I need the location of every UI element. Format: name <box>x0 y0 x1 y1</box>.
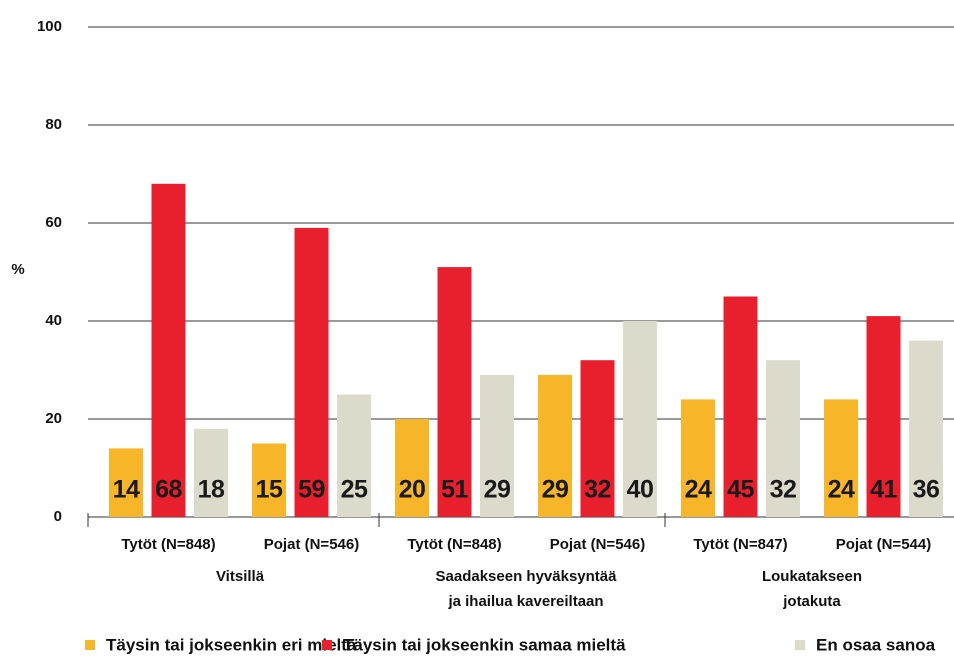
data-label: 15 <box>256 476 283 504</box>
x-tick-label: Tytöt (N=848) <box>407 536 501 553</box>
data-label: 18 <box>198 476 225 504</box>
bar <box>824 399 858 517</box>
data-label: 25 <box>341 476 368 504</box>
bar <box>395 419 429 517</box>
bar <box>681 399 715 517</box>
group-label: jotakuta <box>782 593 841 610</box>
bar <box>866 316 901 517</box>
legend-label: Täysin tai jokseenkin samaa mieltä <box>343 635 626 654</box>
legend-label: En osaa sanoa <box>816 635 936 654</box>
bar <box>909 340 943 517</box>
x-tick-label: Pojat (N=546) <box>550 536 645 553</box>
legend-swatch <box>85 640 95 650</box>
y-tick-label: 0 <box>54 508 62 525</box>
data-label: 51 <box>441 476 468 504</box>
data-label: 40 <box>627 476 654 504</box>
x-tick-label: Pojat (N=544) <box>836 536 931 553</box>
bar <box>294 227 329 517</box>
data-label: 24 <box>828 476 855 504</box>
group-label: ja ihailua kavereiltaan <box>447 593 603 610</box>
group-label: Loukatakseen <box>762 568 862 585</box>
bar <box>194 428 228 517</box>
bar <box>723 296 758 517</box>
data-label: 45 <box>727 476 754 504</box>
y-tick-label: 100 <box>37 18 62 35</box>
bar <box>580 360 615 517</box>
y-tick-label: 60 <box>45 214 62 231</box>
bar <box>109 448 143 517</box>
x-tick-label: Tytöt (N=848) <box>121 536 215 553</box>
data-label: 20 <box>399 476 426 504</box>
data-label: 59 <box>298 476 325 504</box>
data-label: 29 <box>484 476 511 504</box>
data-label: 14 <box>113 476 140 504</box>
y-tick-label: 40 <box>45 312 62 329</box>
bar <box>252 443 286 517</box>
x-tick-label: Tytöt (N=847) <box>693 536 787 553</box>
data-label: 68 <box>155 476 182 504</box>
y-tick-label: 80 <box>45 116 62 133</box>
x-tick-label: Pojat (N=546) <box>264 536 359 553</box>
data-label: 32 <box>770 476 797 504</box>
data-label: 36 <box>913 476 940 504</box>
group-label: Vitsillä <box>216 568 265 585</box>
group-label: Saadakseen hyväksyntää <box>436 568 618 585</box>
bar <box>538 374 572 517</box>
bar <box>151 183 186 518</box>
bar <box>437 267 472 517</box>
bar <box>766 360 800 517</box>
data-label: 29 <box>542 476 569 504</box>
legend-swatch <box>795 640 805 650</box>
y-tick-label: 20 <box>45 410 62 427</box>
legend-label: Täysin tai jokseenkin eri mieltä <box>106 635 357 654</box>
bar <box>480 374 514 517</box>
y-axis-label: % <box>11 261 24 278</box>
data-label: 41 <box>870 476 897 504</box>
data-label: 32 <box>584 476 611 504</box>
data-label: 24 <box>685 476 712 504</box>
bar <box>623 321 657 517</box>
bar <box>337 394 371 517</box>
legend-swatch <box>322 640 332 650</box>
